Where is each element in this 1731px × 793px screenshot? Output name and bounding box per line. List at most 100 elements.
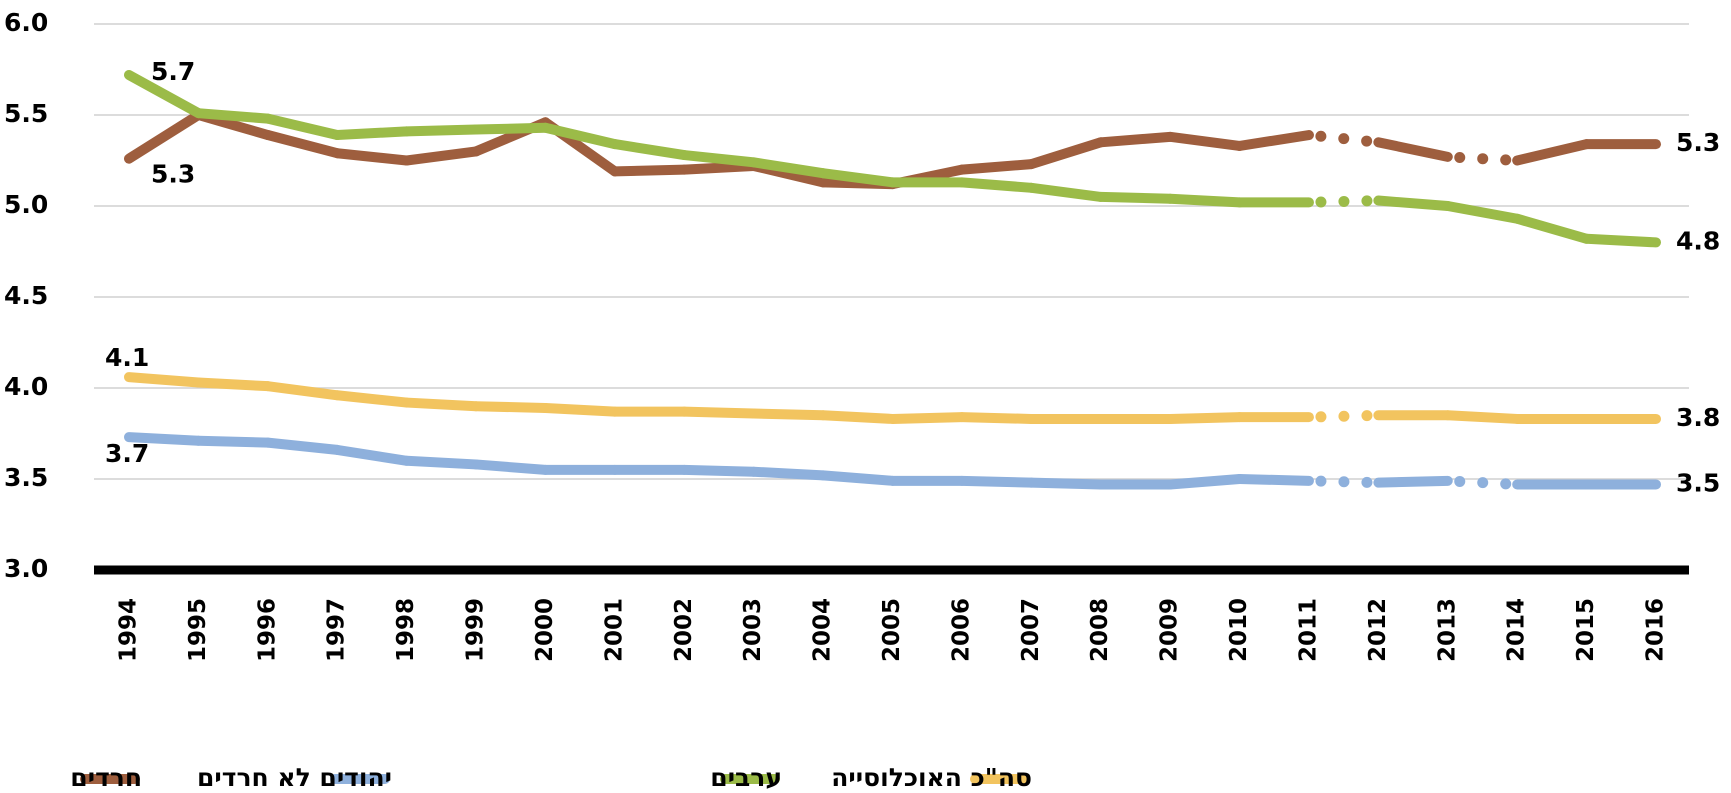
line-segment (609, 139, 690, 161)
line-segment (748, 157, 829, 179)
line-segment (124, 432, 204, 446)
line-segment (1165, 131, 1245, 151)
line-segment (401, 124, 482, 137)
legend-label: ערבים (710, 763, 782, 792)
dotted-line-segment (1442, 475, 1523, 490)
line-segment (540, 403, 620, 417)
line-segment (956, 412, 1037, 424)
line-segment (193, 108, 273, 124)
line-segment (1581, 233, 1661, 248)
line-segment (956, 159, 1037, 175)
line-segment (401, 455, 482, 470)
line-segment (401, 397, 482, 412)
line-segment (471, 122, 551, 135)
dotted-line-segment (1303, 129, 1384, 148)
data-label: 3.8 (1676, 403, 1720, 432)
x-tick-label: 2011 (1295, 598, 1321, 662)
line-segment (1234, 474, 1314, 486)
line-segment (401, 146, 482, 166)
line-segment (679, 464, 759, 477)
legend-label: סה"כ האוכלוסייה (831, 763, 1032, 792)
line-segment (1373, 137, 1453, 162)
x-tick-label: 2005 (879, 598, 905, 662)
line-segment (193, 435, 273, 448)
y-tick-label: 5.0 (4, 190, 48, 219)
line-segment (1165, 474, 1245, 490)
line-segment (193, 377, 273, 392)
line-segment (471, 459, 551, 475)
line-segment (1026, 137, 1106, 170)
line-segment (1095, 191, 1176, 204)
line-segment (748, 466, 829, 481)
line-segment (1165, 193, 1245, 208)
line-segment (332, 126, 412, 141)
x-tick-label: 2012 (1365, 598, 1391, 662)
line-segment (540, 122, 620, 150)
y-tick-label: 5.5 (4, 99, 48, 128)
x-tick-label: 2014 (1504, 598, 1530, 662)
line-segment (1165, 412, 1245, 424)
x-tick-label: 1994 (116, 598, 142, 662)
y-tick-label: 3.0 (4, 554, 48, 583)
y-tick-label: 4.0 (4, 372, 48, 401)
line-segment (262, 381, 343, 401)
x-tick-label: 2006 (948, 598, 974, 662)
line-segment (262, 437, 343, 455)
line-segment (818, 470, 898, 486)
x-tick-label: 2015 (1573, 598, 1599, 662)
x-tick-label: 1997 (324, 598, 350, 662)
line-segment (748, 408, 829, 421)
line-segment (679, 150, 759, 168)
line-segment (1234, 130, 1314, 151)
x-tick-label: 1999 (463, 598, 489, 662)
x-tick-label: 2009 (1157, 598, 1183, 662)
data-label: 5.7 (151, 57, 195, 86)
data-label: 4.1 (105, 343, 149, 372)
line-segment (887, 412, 967, 424)
x-tick-label: 2010 (1226, 598, 1252, 662)
legend-label: חרדים (70, 763, 142, 792)
data-label: 4.8 (1676, 226, 1720, 255)
data-label: 5.3 (151, 160, 195, 189)
line-segment (609, 164, 690, 177)
line-segment (1442, 201, 1523, 224)
line-segment (956, 177, 1037, 193)
line-segment (262, 113, 343, 141)
dotted-line-segment (1303, 475, 1384, 489)
line-segment (1026, 182, 1106, 202)
line-segment (818, 168, 898, 188)
line-segment (471, 401, 551, 414)
line-segment (1026, 477, 1106, 490)
x-tick-label: 2004 (810, 598, 836, 662)
line-segment (1373, 475, 1453, 488)
line-segment (679, 160, 759, 175)
x-tick-label: 1995 (185, 598, 211, 662)
x-tick-label: 2013 (1434, 598, 1460, 662)
line-segment (332, 390, 412, 408)
x-tick-label: 2016 (1643, 598, 1669, 662)
legend-label: יהודים לא חרדים (197, 763, 392, 792)
y-tick-label: 3.5 (4, 463, 48, 492)
x-tick-label: 2003 (740, 598, 766, 662)
y-tick-label: 4.5 (4, 281, 48, 310)
line-segment (332, 148, 412, 166)
line-segment (124, 69, 204, 119)
data-label: 5.3 (1676, 128, 1720, 157)
line-segment (124, 372, 204, 388)
x-tick-label: 1996 (254, 598, 280, 662)
line-segment (956, 475, 1037, 488)
x-tick-label: 2002 (671, 598, 697, 662)
dotted-line-segment (1303, 195, 1384, 208)
line-segment (1373, 195, 1453, 211)
line-segment (1512, 139, 1592, 166)
x-tick-label: 2000 (532, 598, 558, 662)
line-segment (262, 130, 343, 159)
dotted-line-segment (1442, 151, 1523, 166)
line-segment (1512, 213, 1592, 244)
x-tick-label: 2008 (1087, 598, 1113, 662)
line-segment (124, 110, 204, 164)
line-segment (332, 444, 412, 466)
x-tick-label: 2001 (601, 598, 627, 662)
line-segment (1442, 410, 1523, 424)
